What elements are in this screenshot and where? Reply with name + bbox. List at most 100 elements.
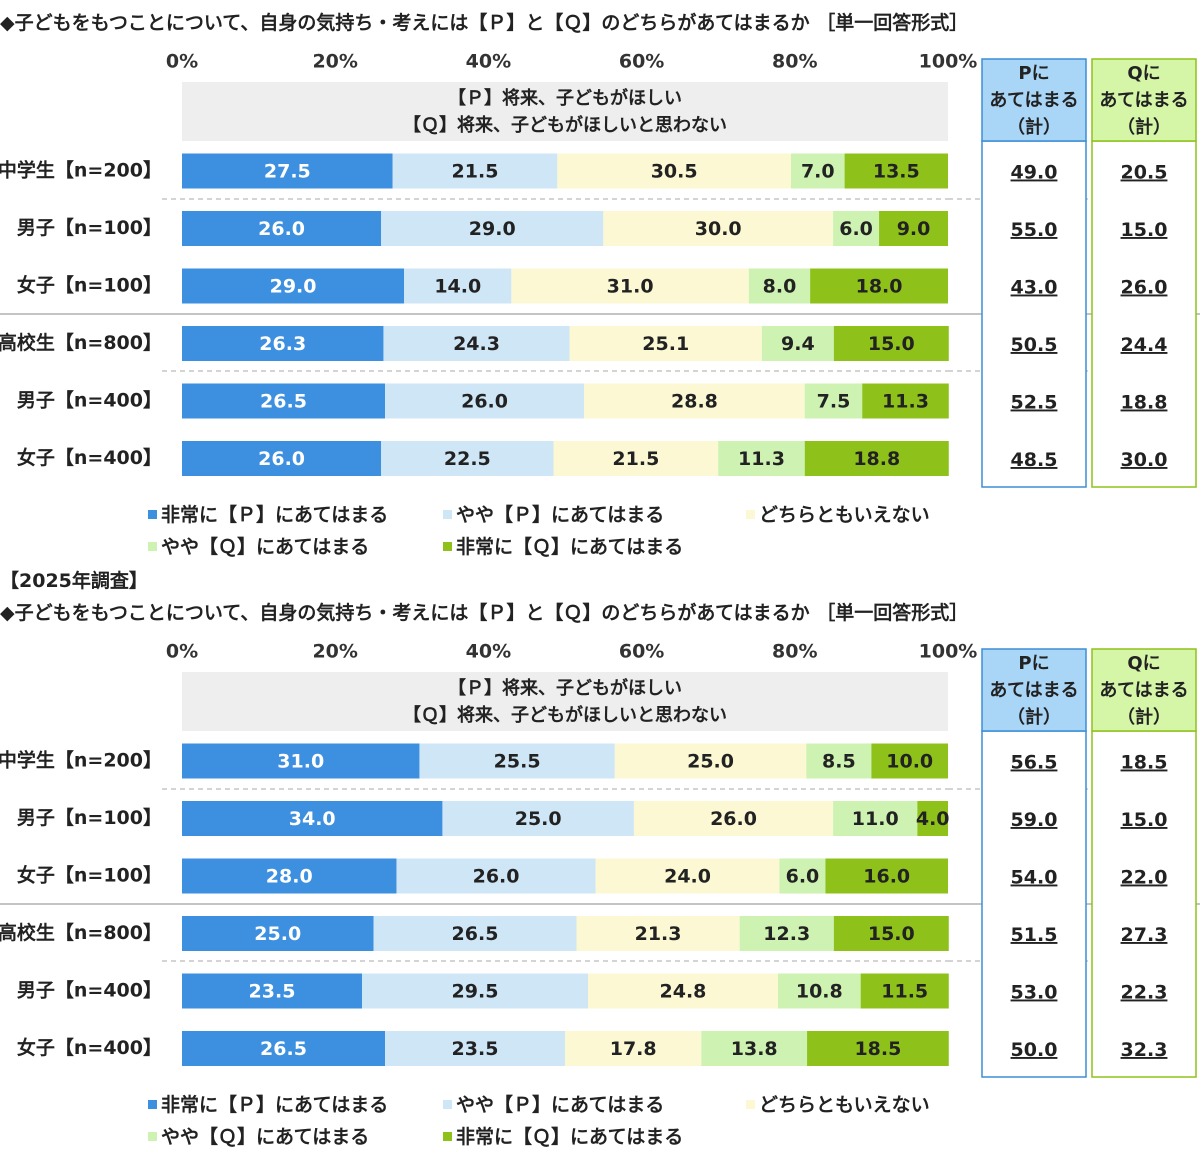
bar-segment <box>587 973 778 1009</box>
sum-q-header <box>1091 58 1197 142</box>
data-label: 27.5 <box>264 161 311 183</box>
data-label: 25.0 <box>515 808 562 830</box>
data-label: 11.0 <box>852 808 899 830</box>
category-label: 中学生【n=200】 <box>0 159 162 182</box>
bar-segment <box>807 1031 949 1066</box>
data-label: 14.0 <box>434 276 481 298</box>
data-label: 24.0 <box>664 866 711 888</box>
legend-swatch <box>443 542 452 551</box>
legend-swatch <box>148 1100 157 1109</box>
category-label: 女子【n=100】 <box>17 864 162 887</box>
category-label: 男子【n=100】 <box>17 806 162 829</box>
bar-segment <box>614 743 807 779</box>
data-label: 4.0 <box>916 808 950 830</box>
sum-p-header-text: あてはまる <box>989 90 1078 111</box>
legend-label: 非常に【Ｐ】にあてはまる <box>161 1094 389 1116</box>
data-label: 28.8 <box>671 391 718 413</box>
data-label: 18.0 <box>856 276 903 298</box>
data-label: 9.4 <box>781 333 815 355</box>
data-label: 8.5 <box>822 751 856 773</box>
sum-q-header <box>1091 648 1197 732</box>
data-label: 23.5 <box>249 981 296 1003</box>
legend-label: やや【Ｑ】にあてはまる <box>161 1126 370 1148</box>
bar-segment <box>748 268 811 304</box>
axis-tick-label: 80% <box>772 641 817 663</box>
axis-tick-label: 40% <box>466 51 511 73</box>
bar-segment <box>584 383 805 419</box>
data-label: 25.1 <box>642 333 689 355</box>
data-label: 7.0 <box>801 161 835 183</box>
category-label: 高校生【n=800】 <box>0 331 162 354</box>
bar-segment <box>511 268 749 304</box>
category-label: 高校生【n=800】 <box>0 921 162 944</box>
bar-segment <box>182 858 397 894</box>
axis-tick-label: 20% <box>312 51 357 73</box>
legend-item: やや【Ｐ】にあてはまる <box>443 1090 664 1117</box>
legend-swatch <box>443 1132 452 1141</box>
sum-q-value: 22.0 <box>1121 867 1168 889</box>
data-label: 21.5 <box>612 448 659 470</box>
question-title: ◆子どもをもつことについて、自身の気持ち・考えには【Ｐ】と【Ｑ】のどちらがあては… <box>0 602 969 624</box>
bar-segment <box>825 858 948 894</box>
sum-p-value: 49.0 <box>1011 162 1058 184</box>
data-label: 25.0 <box>687 751 734 773</box>
bar-segment <box>844 153 948 189</box>
sum-p-value: 55.0 <box>1011 219 1058 241</box>
data-label: 18.8 <box>853 448 900 470</box>
sum-p-value: 56.5 <box>1011 752 1058 774</box>
sum-p-value: 50.0 <box>1011 1039 1058 1061</box>
legend-item: 非常に【Ｑ】にあてはまる <box>443 532 683 559</box>
legend-swatch <box>443 510 452 519</box>
data-label: 21.5 <box>452 161 499 183</box>
bar-segment <box>396 858 596 894</box>
category-label: 女子【n=400】 <box>17 446 162 469</box>
legend-item: どちらともいえない <box>746 1090 930 1117</box>
legend-item: どちらともいえない <box>746 500 930 527</box>
axis-tick-label: 100% <box>919 641 978 663</box>
bar-segment <box>182 441 382 476</box>
data-label: 34.0 <box>289 808 336 830</box>
data-label: 10.0 <box>886 751 933 773</box>
axis-tick-label: 0% <box>166 641 198 663</box>
bar-segment <box>182 743 420 779</box>
sum-p-header-text: Pに <box>1018 63 1049 84</box>
survey-label: 【2025年調査】 <box>0 570 148 592</box>
bar-segment <box>806 743 872 779</box>
bar-segment <box>182 916 374 951</box>
bar-segment <box>804 441 949 476</box>
data-label: 11.3 <box>738 448 785 470</box>
axis-tick-label: 100% <box>919 51 978 73</box>
bar-segment <box>182 211 382 246</box>
sum-q-value: 15.0 <box>1121 809 1168 831</box>
legend-swatch <box>443 1100 452 1109</box>
bar-segment <box>833 211 880 246</box>
data-label: 18.5 <box>854 1038 901 1060</box>
sum-q-value: 27.3 <box>1121 924 1168 946</box>
data-label: 26.5 <box>260 391 307 413</box>
data-label: 15.0 <box>868 923 915 945</box>
data-label: 25.0 <box>254 923 301 945</box>
bar-segment <box>633 801 834 836</box>
axis-tick-label: 80% <box>772 51 817 73</box>
axis-tick-label: 20% <box>312 641 357 663</box>
bar-segment <box>182 801 443 836</box>
sum-p-value: 53.0 <box>1011 982 1058 1004</box>
bar-segment <box>392 153 558 189</box>
data-label: 6.0 <box>786 866 820 888</box>
sum-q-value: 22.3 <box>1121 982 1168 1004</box>
sum-q-value: 24.4 <box>1121 334 1168 356</box>
category-label: 男子【n=100】 <box>17 216 162 239</box>
bar-segment <box>553 441 719 476</box>
bar-segment <box>917 801 948 836</box>
data-label: 26.0 <box>258 448 305 470</box>
data-label: 26.0 <box>258 218 305 240</box>
bar-segment <box>777 973 861 1009</box>
category-label: 男子【n=400】 <box>17 389 162 412</box>
legend-item: 非常に【Ｐ】にあてはまる <box>148 1090 388 1117</box>
legend-swatch <box>746 510 755 519</box>
data-label: 8.0 <box>763 276 797 298</box>
header-band <box>182 82 948 141</box>
bar-segment <box>182 326 384 361</box>
legend-label: やや【Ｐ】にあてはまる <box>456 1094 665 1116</box>
legend-item: 非常に【Ｐ】にあてはまる <box>148 500 388 527</box>
